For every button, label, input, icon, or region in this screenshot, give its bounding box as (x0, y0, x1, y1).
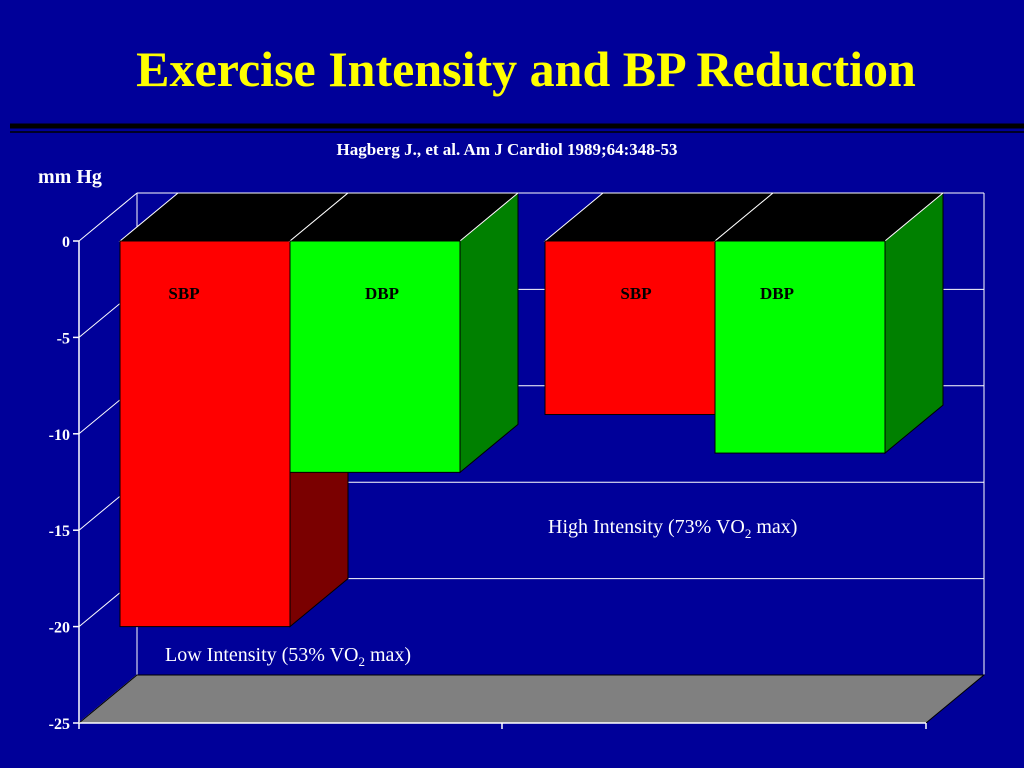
bar-sbp (119, 240, 291, 628)
citation: Hagberg J., et al. Am J Cardiol 1989;64:… (337, 140, 678, 159)
bar-dbp (289, 240, 461, 473)
chart-floor (77, 674, 986, 724)
y-axis-label: mm Hg (38, 166, 102, 188)
y-tick-label: -25 (49, 716, 70, 733)
plot-area: 0 -5 -10 -15 -20 -25 SBP DBP SBP DBP Low Intensity… (49, 191, 986, 733)
bar-dbp (714, 240, 886, 454)
bar-sbp (544, 240, 716, 416)
y-tick-label: -15 (49, 523, 70, 540)
bar-dbp-side (459, 191, 519, 474)
bar-label-dbp: DBP (365, 284, 399, 303)
bar-label-sbp: SBP (168, 284, 199, 303)
group-label: Low Intensity (53% VO2 max) (165, 644, 411, 669)
slide-title: Exercise Intensity and BP Reduction (136, 41, 916, 97)
y-tick-label: 0 (62, 234, 70, 251)
gridline-depth (78, 192, 138, 242)
bar-label-sbp: SBP (620, 284, 651, 303)
bar-label-dbp: DBP (760, 284, 794, 303)
y-tick-label: -5 (57, 330, 70, 347)
group-label: High Intensity (73% VO2 max) (548, 516, 797, 541)
y-tick-label: -20 (49, 620, 70, 637)
y-tick-label: -10 (49, 427, 70, 444)
